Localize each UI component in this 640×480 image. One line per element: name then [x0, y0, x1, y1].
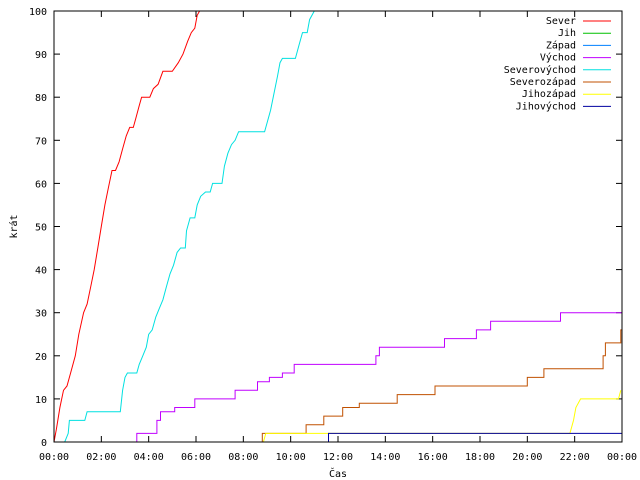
series-line-severozápad [261, 329, 622, 443]
y-tick-label: 40 [35, 266, 47, 277]
y-tick-label: 0 [41, 438, 47, 449]
y-tick-label: 50 [35, 223, 47, 234]
x-axis-ticks: 00:00 02:00 04:00 06:00 08:00 10:00 12:00 14:00… [39, 11, 637, 463]
x-tick-label: 02:00 [86, 452, 116, 463]
series-line-východ [135, 312, 622, 443]
y-tick-label: 100 [29, 7, 47, 18]
x-tick-label: 14:00 [370, 452, 400, 463]
x-tick-label: 06:00 [181, 452, 211, 463]
plot-area-frame [53, 10, 623, 443]
x-tick-label: 18:00 [465, 452, 495, 463]
x-tick-label: 00:00 [607, 452, 637, 463]
x-tick-label: 00:00 [39, 452, 69, 463]
legend-label: Sever [546, 16, 576, 27]
series-line-jihovýchod [327, 432, 622, 443]
legend-label: Jihovýchod [516, 100, 576, 112]
y-axis-label: krát [8, 214, 20, 238]
y-tick-label: 20 [35, 352, 47, 363]
series-line-sever [53, 10, 205, 443]
legend-label: Západ [546, 39, 576, 51]
legend-label: Východ [540, 52, 576, 64]
series-line-severovýchod [64, 10, 315, 443]
y-tick-label: 70 [35, 136, 47, 147]
legend-label: Severozápad [510, 76, 576, 88]
legend: SeverJihZápadVýchodSeverovýchodSeverozáp… [504, 16, 611, 112]
x-tick-label: 22:00 [560, 452, 590, 463]
y-tick-label: 80 [35, 93, 47, 104]
x-tick-label: 04:00 [134, 452, 164, 463]
legend-label: Jih [558, 28, 576, 39]
y-tick-label: 90 [35, 50, 47, 61]
legend-label: Jihozápad [522, 88, 576, 100]
x-tick-label: 08:00 [228, 452, 258, 463]
series-line-jihozápad [262, 390, 622, 443]
x-tick-label: 20:00 [512, 452, 542, 463]
y-tick-label: 60 [35, 179, 47, 190]
x-tick-label: 10:00 [276, 452, 306, 463]
x-tick-label: 12:00 [323, 452, 353, 463]
y-tick-label: 30 [35, 309, 47, 320]
x-tick-label: 16:00 [418, 452, 448, 463]
y-tick-label: 10 [35, 395, 47, 406]
x-axis-label: Čas [329, 467, 347, 480]
y-axis-ticks: 0 10 20 30 40 50 60 70 80 90 100 [29, 7, 622, 449]
legend-label: Severovýchod [504, 64, 576, 76]
